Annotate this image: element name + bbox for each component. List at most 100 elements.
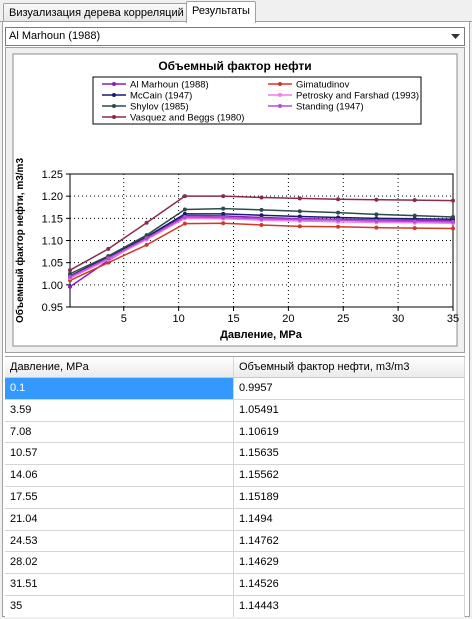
legend-label: Shylov (1985) (130, 102, 189, 113)
table-row[interactable]: 24.53 1.14762 (5, 530, 465, 553)
legend-swatch-point (278, 93, 282, 97)
column-header-volume-factor[interactable]: Объемный фактор нефти, m3/m3 (234, 357, 465, 377)
cell-volume-factor[interactable]: 1.15562 (234, 465, 465, 486)
series-point (374, 225, 379, 230)
plot-border (69, 173, 454, 308)
series-point (259, 207, 264, 212)
series-point (182, 215, 187, 220)
table-row[interactable]: 35 1.14443 (5, 595, 465, 617)
cell-pressure[interactable]: 14.06 (5, 465, 234, 486)
series-point (374, 197, 379, 202)
legend-swatch-point (112, 93, 116, 97)
cell-volume-factor[interactable]: 1.10619 (234, 421, 465, 443)
legend-label: Petrosky and Farshad (1993) (296, 91, 419, 102)
table-row[interactable]: 14.06 1.15562 (5, 465, 465, 487)
series-point (182, 221, 187, 226)
series-point (182, 211, 187, 216)
chevron-down-icon[interactable] (447, 28, 464, 45)
cell-volume-factor[interactable]: 1.15635 (234, 443, 465, 465)
column-header-pressure[interactable]: Давление, MPa (5, 357, 234, 377)
y-tick-label: 1.25 (42, 169, 63, 181)
cell-pressure[interactable]: 31.51 (5, 574, 234, 595)
cell-pressure[interactable]: 21.04 (5, 508, 234, 530)
y-tick-label: 1.05 (42, 258, 63, 270)
legend-label: Al Marhoun (1988) (130, 80, 209, 91)
series-point (297, 214, 302, 219)
x-tick-label: 25 (337, 313, 349, 325)
series-point (259, 195, 264, 200)
series-point (144, 233, 149, 238)
table-row[interactable]: 7.08 1.10619 (5, 421, 465, 444)
series-point (221, 206, 226, 211)
series-4 (68, 206, 455, 276)
table-row[interactable]: 31.51 1.14526 (5, 574, 465, 596)
results-table: Давление, MPa Объемный фактор нефти, m3/… (5, 356, 465, 617)
legend-swatch-point (278, 104, 282, 108)
tab-results[interactable]: Результаты (186, 1, 256, 23)
series-point (259, 222, 264, 227)
y-tick-label: 0.95 (42, 302, 63, 314)
series-point (144, 220, 149, 225)
chart-title: Объемный фактор нефти (158, 59, 311, 73)
legend-label: Gimatudinov (296, 80, 350, 91)
series-point (182, 194, 187, 199)
cell-volume-factor[interactable]: 1.14526 (234, 574, 465, 595)
series-point (336, 210, 341, 215)
y-tick-label: 1.15 (42, 213, 63, 225)
table-row[interactable]: 21.04 1.1494 (5, 508, 465, 531)
cell-pressure[interactable]: 7.08 (5, 421, 234, 443)
legend-swatch-point (112, 104, 116, 108)
series-1 (68, 221, 455, 283)
series-point (451, 215, 455, 220)
x-tick-label: 15 (227, 313, 239, 325)
correlation-select[interactable]: Al Marhoun (1988) (5, 27, 465, 46)
y-axis-label: Объемный фактор нефти, m3/m3 (14, 158, 26, 323)
series-point (412, 213, 417, 218)
series-point (297, 224, 302, 229)
oil-volume-factor-chart: Объемный фактор нефти Al Marhoun (1988) G… (12, 53, 460, 347)
plot-area: 5 10 15 20 25 30 35 0.95 1.00 1.05 1.10 1.15 1.20 1.2… (42, 169, 460, 325)
series-point (259, 216, 264, 221)
series-point (106, 256, 111, 261)
x-tick-label: 30 (392, 313, 404, 325)
cell-pressure[interactable]: 17.55 (5, 486, 234, 508)
series-point (374, 212, 379, 217)
cell-volume-factor[interactable]: 1.1494 (234, 508, 465, 530)
legend-box (92, 76, 422, 125)
table-row[interactable]: 0.1 0.9957 (5, 378, 465, 400)
x-tick-label: 5 (121, 313, 127, 325)
cell-pressure[interactable]: 0.1 (5, 378, 234, 399)
x-tick-label: 10 (173, 313, 185, 325)
series-point (221, 194, 226, 199)
table-row[interactable]: 10.57 1.15635 (5, 443, 465, 466)
cell-volume-factor[interactable]: 1.15189 (234, 486, 465, 508)
cell-pressure[interactable]: 24.53 (5, 530, 234, 552)
series-point (68, 274, 72, 279)
x-tick-label: 35 (447, 313, 459, 325)
cell-volume-factor[interactable]: 0.9957 (234, 378, 465, 399)
cell-volume-factor[interactable]: 1.14762 (234, 530, 465, 552)
cell-volume-factor[interactable]: 1.05491 (234, 399, 465, 421)
tab-correlation-tree[interactable]: Визуализация дерева корреляций (3, 3, 190, 22)
tab-bar: Визуализация дерева корреляций Результат… (0, 0, 472, 23)
legend-label: Standing (1947) (296, 102, 364, 113)
cell-volume-factor[interactable]: 1.14443 (234, 595, 465, 617)
series-point (336, 218, 341, 223)
table-row[interactable]: 3.59 1.05491 (5, 399, 465, 422)
series-5 (68, 215, 455, 279)
series-point (221, 221, 226, 226)
cell-pressure[interactable]: 3.59 (5, 399, 234, 421)
cell-pressure[interactable]: 35 (5, 595, 234, 617)
series-point (374, 218, 379, 223)
legend-label: Vasquez and Beggs (1980) (130, 113, 244, 124)
table-row[interactable]: 17.55 1.15189 (5, 486, 465, 509)
cell-volume-factor[interactable]: 1.14629 (234, 552, 465, 574)
cell-pressure[interactable]: 28.02 (5, 552, 234, 574)
series-point (451, 219, 455, 224)
cell-pressure[interactable]: 10.57 (5, 443, 234, 465)
table-row[interactable]: 28.02 1.14629 (5, 552, 465, 575)
series-point (297, 217, 302, 222)
x-axis-label: Давление, MPa (220, 329, 303, 341)
series-point (451, 198, 455, 203)
y-tick-label: 1.20 (42, 191, 63, 203)
